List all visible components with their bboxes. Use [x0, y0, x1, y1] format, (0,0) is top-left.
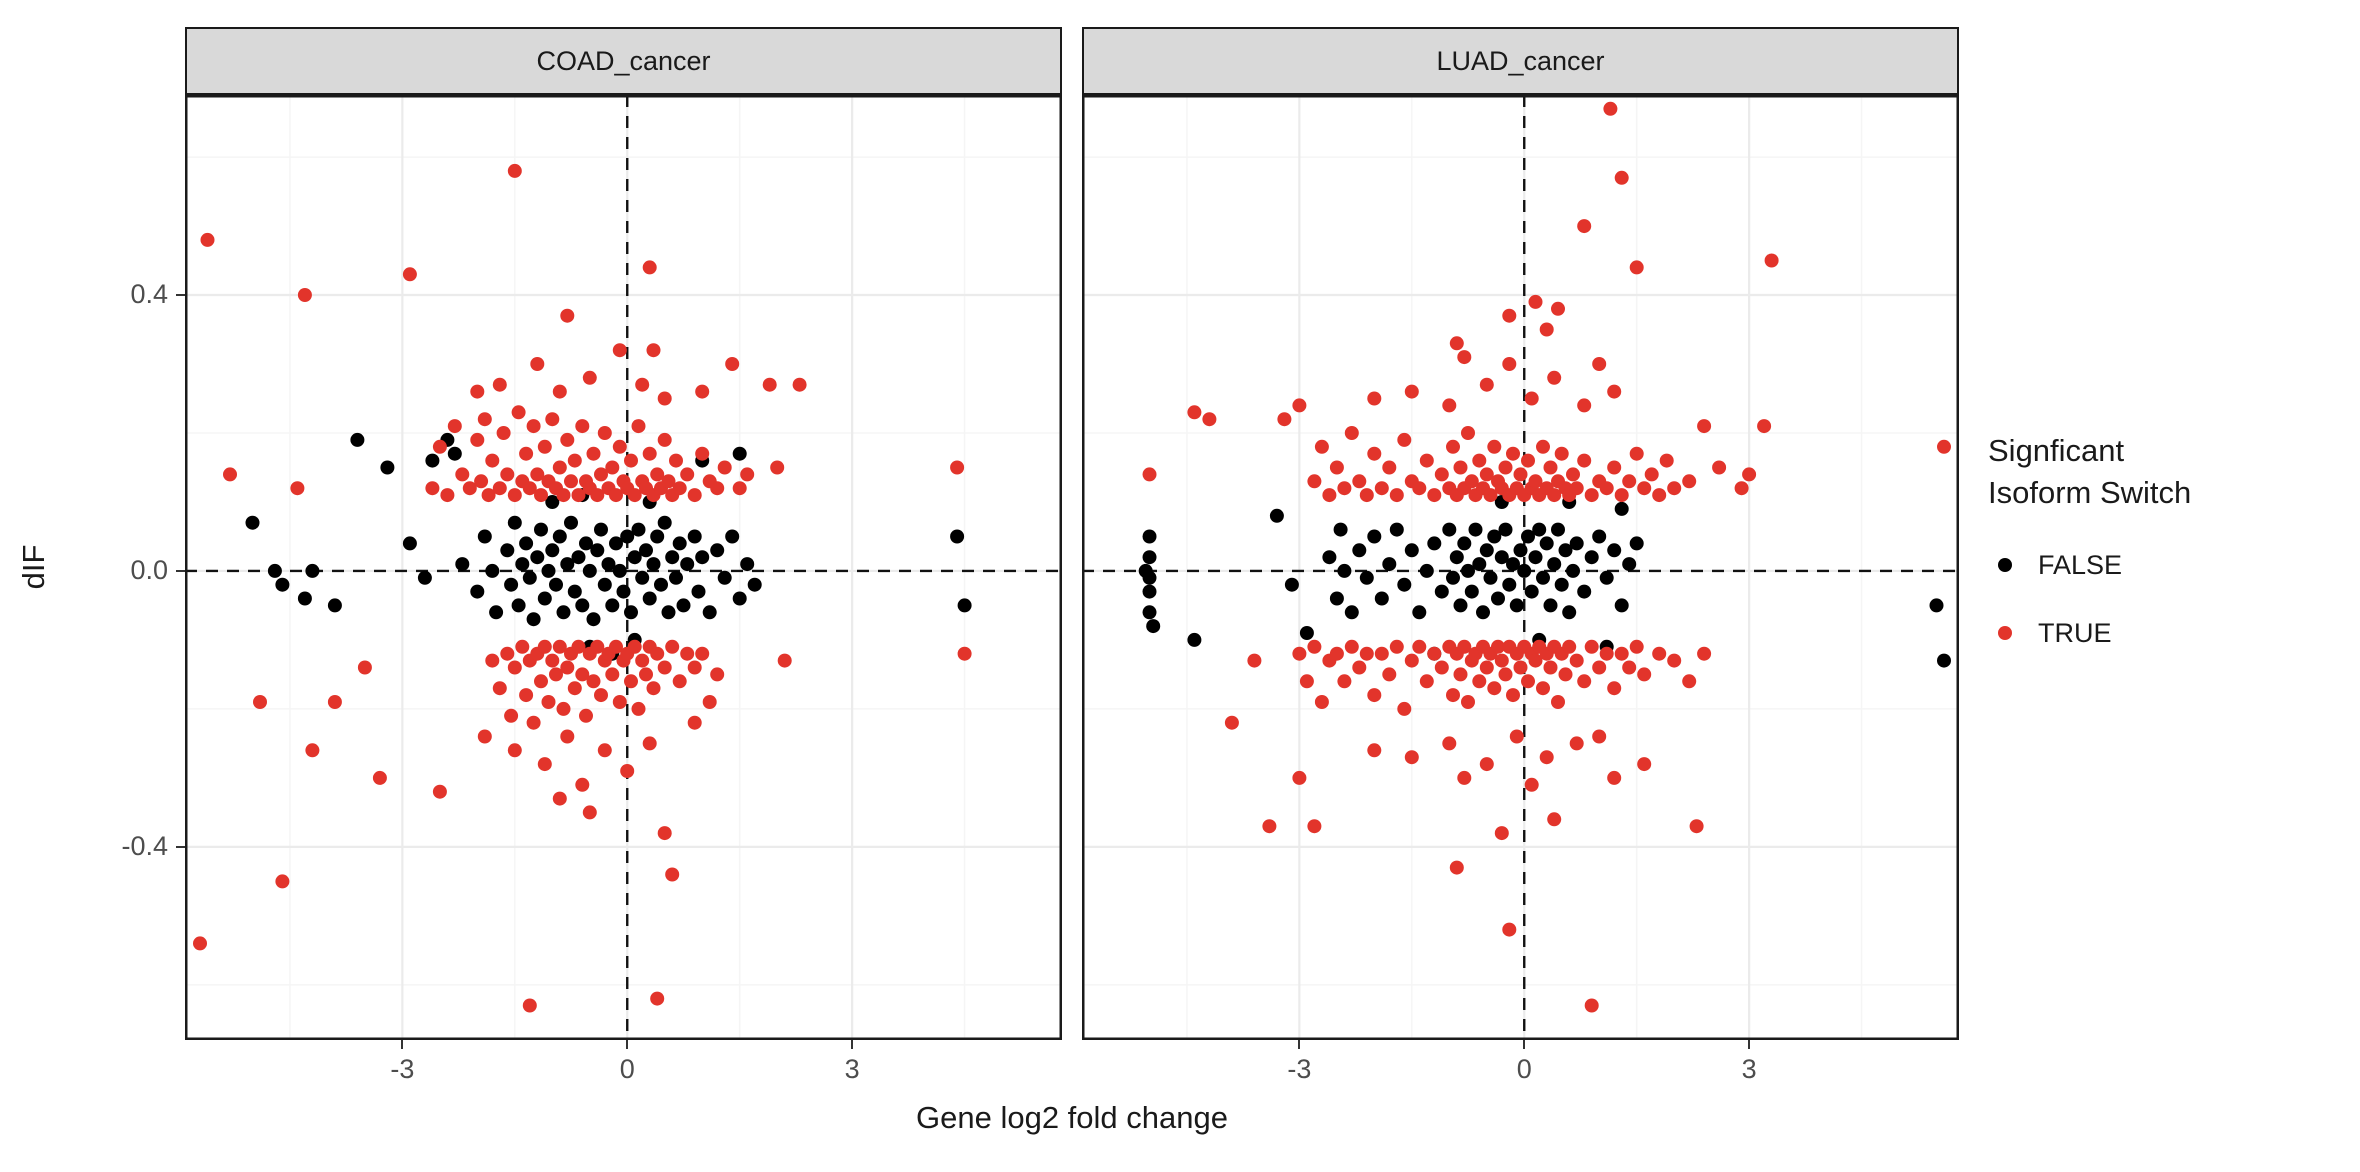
legend-label-true: TRUE	[2038, 617, 2112, 648]
legend-title-line-2: Isoform Switch	[1988, 475, 2192, 510]
y-tick-mark	[176, 569, 185, 572]
panel-luad: LUAD_cancer	[1082, 27, 1959, 1040]
facet-strip-coad: COAD_cancer	[185, 27, 1062, 95]
true-point-swatch-icon	[1998, 626, 2012, 640]
reference-lines	[185, 95, 1062, 1040]
x-axis-title: Gene log2 fold change	[916, 1100, 1228, 1135]
minor-gridlines	[185, 95, 1062, 1040]
x-tick-label: 0	[619, 1054, 635, 1084]
luad-plot-area	[1082, 95, 1959, 1040]
legend-entry-true: TRUE	[1988, 616, 2348, 650]
y-tick-mark	[176, 294, 185, 297]
legend-title: Signficant Isoform Switch	[1988, 430, 2348, 514]
legend-entry-false: FALSE	[1988, 548, 2348, 582]
x-tick-mark	[626, 1040, 629, 1049]
x-tick-mark	[851, 1040, 854, 1049]
points-true	[1142, 101, 1951, 1013]
false-point-swatch-icon	[1998, 558, 2012, 572]
x-tick-label: -3	[1287, 1054, 1312, 1084]
facet-strip-luad: LUAD_cancer	[1082, 27, 1959, 95]
points-true	[193, 163, 972, 1013]
y-axis-title: dIF	[16, 544, 51, 590]
panel-coad: COAD_cancer	[185, 27, 1062, 1040]
x-tick-mark	[1523, 1040, 1526, 1049]
panel-border	[1082, 95, 1959, 1040]
x-tick-label: 3	[844, 1054, 860, 1084]
facet-title-coad: COAD_cancer	[536, 45, 711, 76]
x-tick-mark	[401, 1040, 404, 1049]
x-tick-label: -3	[390, 1054, 415, 1084]
y-tick-label: 0.4	[130, 279, 168, 310]
legend: Signficant Isoform Switch FALSE TRUE	[1988, 430, 2348, 684]
y-tick-label: 0.0	[130, 554, 168, 585]
legend-label-false: FALSE	[2038, 549, 2123, 580]
x-tick-label: 3	[1741, 1054, 1757, 1084]
minor-gridlines	[1082, 95, 1959, 1040]
points-false	[1138, 495, 1951, 668]
y-tick-mark	[176, 845, 185, 848]
legend-title-line-1: Signficant	[1988, 433, 2125, 468]
x-tick-label: 0	[1516, 1054, 1532, 1084]
x-tick-mark	[1298, 1040, 1301, 1049]
panel-border	[185, 95, 1062, 1040]
x-tick-mark	[1748, 1040, 1751, 1049]
y-tick-label: -0.4	[121, 830, 168, 861]
coad-plot-area	[185, 95, 1062, 1040]
facet-title-luad: LUAD_cancer	[1436, 45, 1605, 76]
